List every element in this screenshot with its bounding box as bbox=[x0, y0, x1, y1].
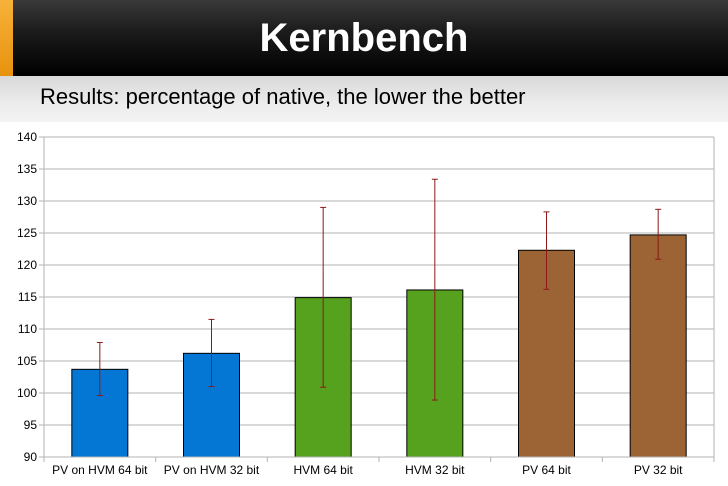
y-tick-label: 130 bbox=[17, 194, 37, 208]
grid-lines bbox=[44, 136, 714, 458]
tick-labels: 90 95 100 105 110 115 120 125 130 135 140 PV on HVM… bbox=[17, 130, 683, 477]
y-tick-label: 100 bbox=[17, 386, 37, 400]
subtitle-bar bbox=[0, 76, 728, 122]
x-tick-label: HVM 64 bit bbox=[293, 463, 353, 477]
bars bbox=[71, 234, 687, 458]
y-tick-label: 105 bbox=[17, 354, 37, 368]
y-tick-label: 90 bbox=[24, 450, 38, 464]
y-tick-label: 135 bbox=[17, 162, 37, 176]
title-bar bbox=[0, 0, 728, 76]
x-tick-label: PV 64 bit bbox=[522, 463, 571, 477]
y-tick-label: 120 bbox=[17, 258, 37, 272]
slide-subtitle: Results: percentage of native, the lower… bbox=[40, 84, 526, 109]
x-tick-label: HVM 32 bit bbox=[405, 463, 465, 477]
bar-chart: 90 95 100 105 110 115 120 125 130 135 140 PV on HVM… bbox=[17, 130, 715, 477]
y-tick-label: 110 bbox=[18, 322, 37, 336]
y-tick-label: 125 bbox=[17, 226, 37, 240]
x-tick-label: PV on HVM 32 bit bbox=[164, 463, 260, 477]
y-tick-label: 95 bbox=[24, 418, 38, 432]
accent-strip bbox=[0, 0, 13, 76]
x-tick-label: PV on HVM 64 bit bbox=[52, 463, 148, 477]
y-tick-label: 140 bbox=[17, 130, 37, 144]
axes bbox=[39, 136, 715, 462]
bar bbox=[629, 234, 687, 458]
error-bars bbox=[96, 178, 662, 401]
x-tick-label: PV 32 bit bbox=[634, 463, 683, 477]
slide-title: Kernbench bbox=[259, 16, 469, 60]
y-tick-label: 115 bbox=[18, 290, 37, 304]
